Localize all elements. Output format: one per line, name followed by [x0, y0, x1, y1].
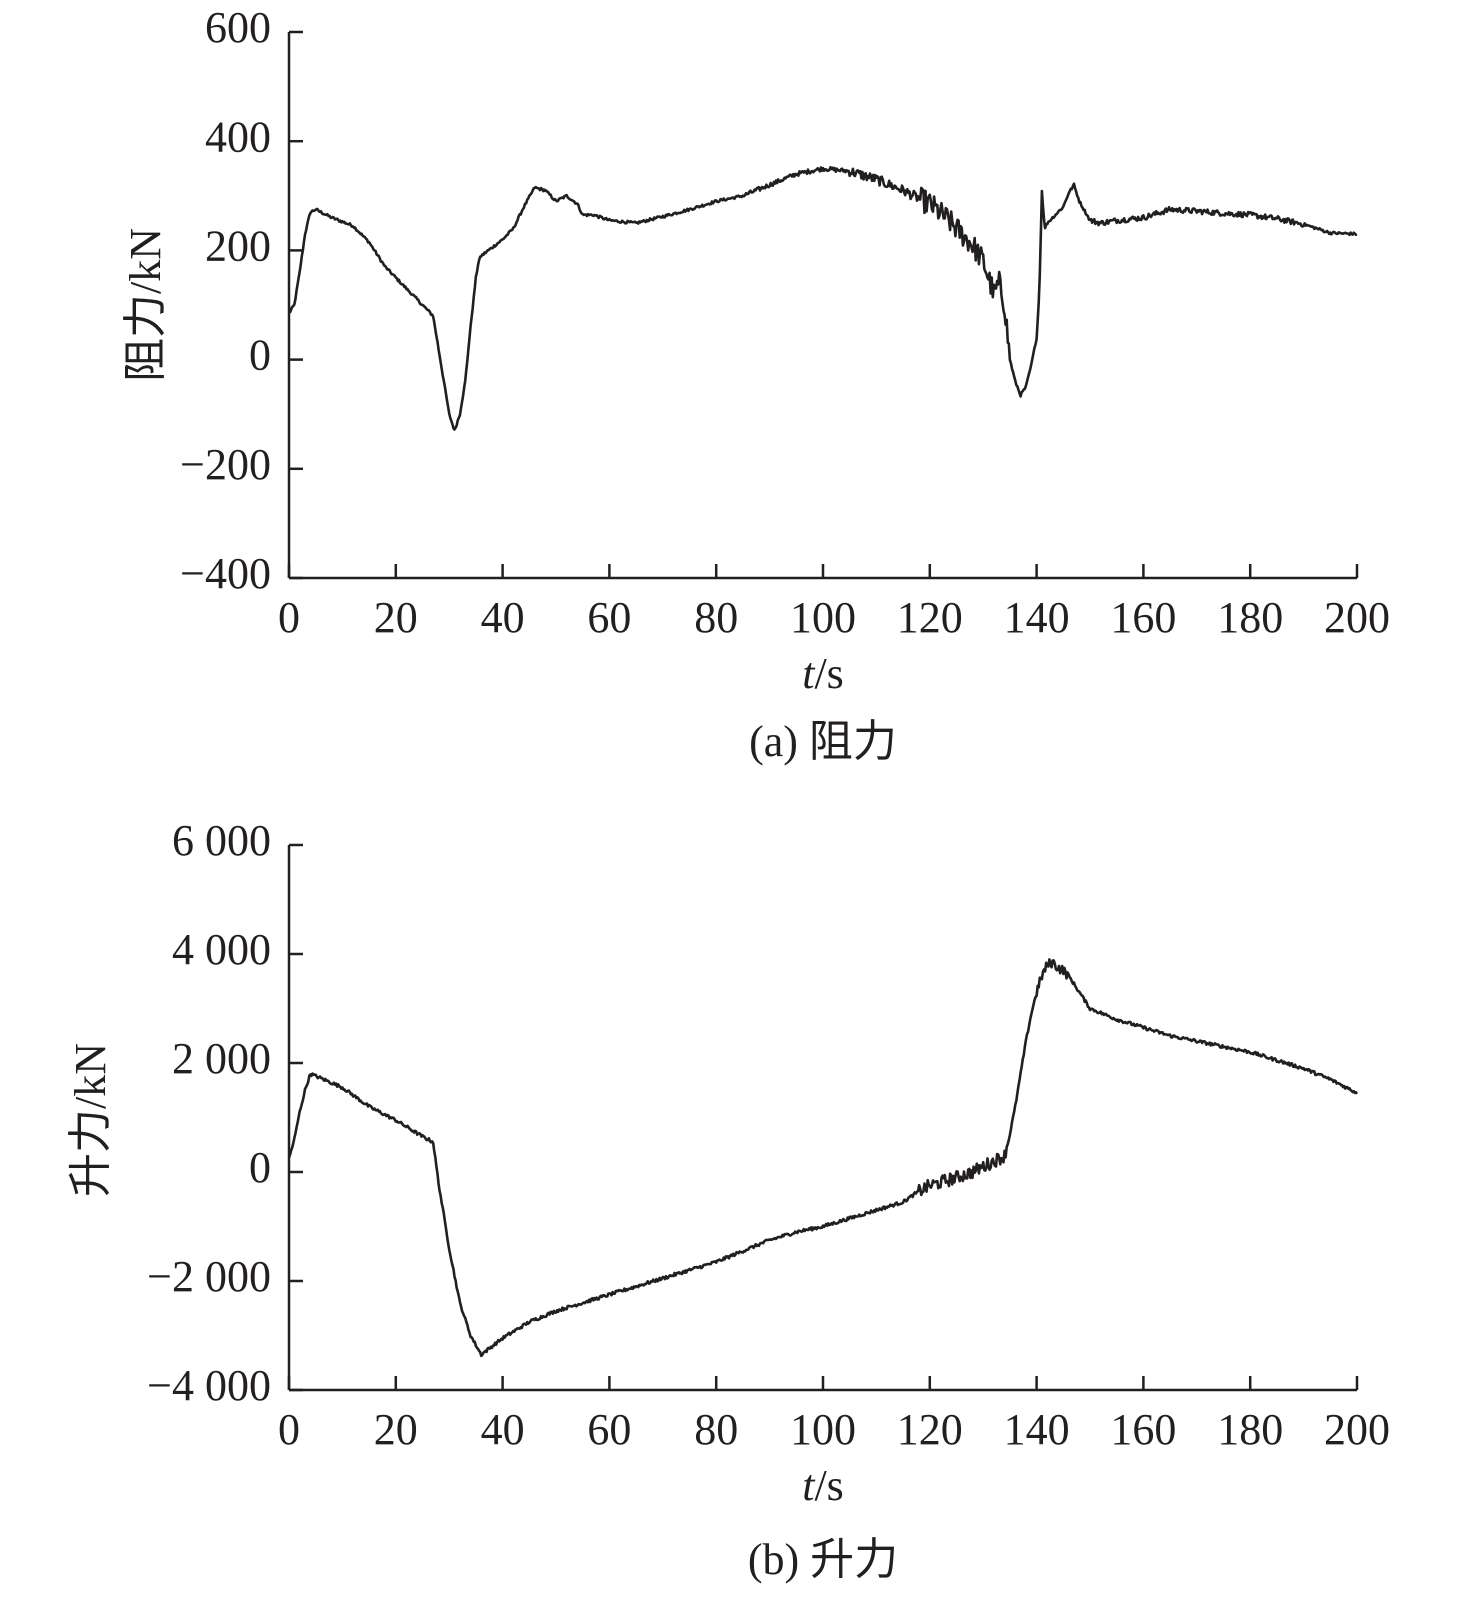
lift-x-tick-label: 40 — [481, 1405, 525, 1454]
drag-chart-panel: −400 −200 0 200 400 600 0 20 40 60 80 100 120 140 160… — [121, 3, 1390, 766]
drag-x-tick-label: 200 — [1324, 593, 1390, 642]
drag-series-line — [288, 165, 1358, 431]
drag-x-tick-label: 120 — [897, 593, 963, 642]
lift-x-tick-label: 100 — [790, 1405, 856, 1454]
drag-y-axis-label: 阻力/kN — [121, 228, 170, 382]
drag-x-tick-label: 140 — [1004, 593, 1070, 642]
lift-y-tick-label: −4 000 — [147, 1361, 271, 1410]
drag-y-tick-label: 400 — [205, 112, 271, 161]
drag-x-tick-label: 60 — [587, 593, 631, 642]
lift-x-tick-label: 140 — [1004, 1405, 1070, 1454]
drag-plot-area — [288, 165, 1358, 431]
drag-y-tick-label: 600 — [205, 3, 271, 52]
lift-y-axis-label: 升力/kN — [66, 1043, 115, 1197]
lift-x-tick-label: 160 — [1110, 1405, 1176, 1454]
drag-y-tick-label: −400 — [180, 549, 271, 598]
lift-y-tick-label: 4 000 — [172, 925, 271, 974]
drag-x-tick-label: 100 — [790, 593, 856, 642]
lift-chart-panel: −4 000 −2 000 0 2 000 4 000 6 000 0 20 40 60 80 10… — [66, 816, 1390, 1584]
lift-x-tick-label: 0 — [278, 1405, 300, 1454]
drag-x-tick-label: 80 — [694, 593, 738, 642]
lift-x-tick-label: 80 — [694, 1405, 738, 1454]
drag-y-tick-label: −200 — [180, 440, 271, 489]
lift-plot-area — [287, 958, 1359, 1358]
lift-x-ticks: 0 20 40 60 80 100 120 140 160 180 200 — [278, 1376, 1390, 1454]
lift-y-tick-label: 0 — [249, 1143, 271, 1192]
drag-x-tick-label: 40 — [481, 593, 525, 642]
lift-x-tick-label: 20 — [374, 1405, 418, 1454]
lift-y-ticks: −4 000 −2 000 0 2 000 4 000 6 000 — [147, 816, 303, 1410]
drag-caption: (a) 阻力 — [749, 717, 897, 766]
lift-x-axis-label: t/s — [802, 1461, 844, 1510]
drag-x-axis-label: t/s — [802, 649, 844, 698]
lift-y-tick-label: 6 000 — [172, 816, 271, 865]
lift-series-line — [287, 958, 1359, 1358]
lift-x-tick-label: 120 — [897, 1405, 963, 1454]
lift-x-tick-label: 200 — [1324, 1405, 1390, 1454]
lift-x-tick-label: 180 — [1217, 1405, 1283, 1454]
drag-x-tick-label: 20 — [374, 593, 418, 642]
drag-y-tick-label: 200 — [205, 221, 271, 270]
lift-caption: (b) 升力 — [748, 1535, 898, 1584]
lift-y-tick-label: 2 000 — [172, 1034, 271, 1083]
drag-x-ticks: 0 20 40 60 80 100 120 140 160 180 200 — [278, 564, 1390, 642]
drag-y-ticks: −400 −200 0 200 400 600 — [180, 3, 303, 598]
lift-x-tick-label: 60 — [587, 1405, 631, 1454]
drag-y-tick-label: 0 — [249, 331, 271, 380]
drag-x-tick-label: 0 — [278, 593, 300, 642]
drag-x-tick-label: 160 — [1110, 593, 1176, 642]
drag-x-tick-label: 180 — [1217, 593, 1283, 642]
lift-y-tick-label: −2 000 — [147, 1252, 271, 1301]
